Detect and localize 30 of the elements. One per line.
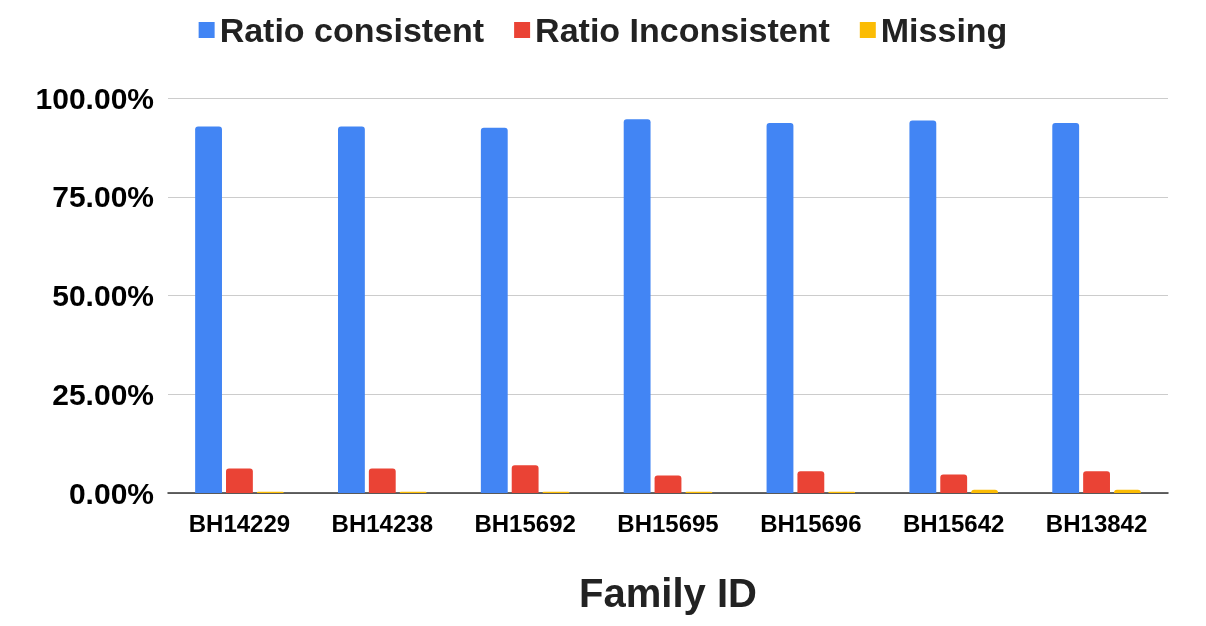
- y-tick-label: 0.00%: [68, 476, 154, 510]
- bar: [654, 475, 682, 493]
- bar: [909, 120, 937, 493]
- x-tick-label: BH15695: [617, 509, 719, 537]
- bar: [511, 465, 539, 493]
- bar: [766, 122, 794, 493]
- bar: [940, 474, 968, 493]
- legend-label: Ratio consistent: [219, 11, 485, 49]
- x-tick-label: BH15696: [760, 509, 862, 537]
- x-tick-label: BH15692: [474, 509, 576, 537]
- legend-label: Ratio Inconsistent: [535, 11, 830, 49]
- bar: [1083, 471, 1110, 493]
- bar: [226, 468, 253, 493]
- x-tick-label: BH14229: [188, 509, 291, 537]
- x-axis-title: Family ID: [579, 571, 757, 615]
- bar: [195, 126, 222, 493]
- bar: [368, 468, 396, 493]
- bar: [797, 471, 825, 493]
- bar: [623, 119, 651, 493]
- y-tick-label: 100.00%: [35, 81, 154, 115]
- x-tick-label: BH13842: [1045, 509, 1148, 537]
- bar: [1052, 122, 1080, 493]
- x-tick-label: BH15642: [903, 509, 1005, 537]
- legend-label: Missing: [880, 11, 1008, 49]
- bar: [480, 127, 508, 493]
- y-tick-label: 75.00%: [52, 180, 154, 214]
- y-tick-label: 50.00%: [52, 279, 154, 312]
- bar: [338, 126, 365, 493]
- y-tick-label: 25.00%: [52, 377, 154, 411]
- x-tick-label: BH14238: [331, 509, 433, 537]
